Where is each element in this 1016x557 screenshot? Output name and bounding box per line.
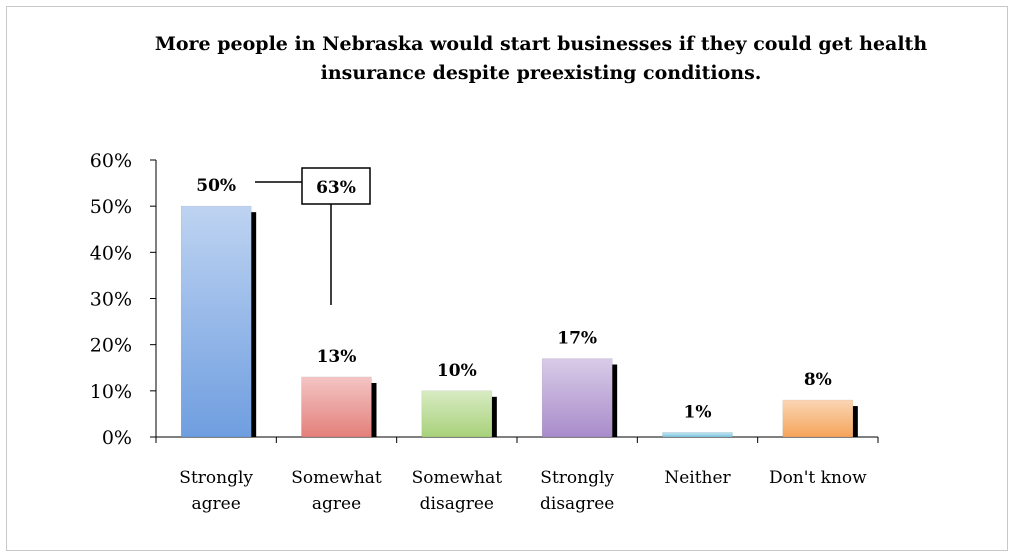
bar-shadow <box>251 212 257 437</box>
x-tick-label: disagree <box>420 494 494 514</box>
axes <box>150 159 879 443</box>
chart-title-line-1: More people in Nebraska would start busi… <box>155 33 928 55</box>
y-tick-label: 40% <box>90 242 132 264</box>
bar-highlight <box>301 376 372 437</box>
data-labels: 50% 13% 10% 17% 1% 8% <box>196 176 832 422</box>
x-tick-label: agree <box>192 494 241 514</box>
y-tick-label: 20% <box>90 335 132 357</box>
callout-label: 63% <box>316 178 356 198</box>
bars <box>180 205 858 438</box>
data-label: 1% <box>684 402 712 422</box>
chart-title-line-2: insurance despite preexisting conditions… <box>321 62 762 84</box>
data-label: 8% <box>804 370 832 390</box>
chart-frame <box>6 6 1008 551</box>
x-tick-label: Somewhat <box>291 468 382 488</box>
bar-highlight <box>181 206 252 437</box>
x-tick-label: Somewhat <box>412 468 503 488</box>
x-tick-label: Neither <box>664 468 731 488</box>
bar-highlight <box>782 400 853 437</box>
bar-shadow <box>371 382 377 437</box>
x-tick-labels: Strongly agree Somewhat agree Somewhat disagr… <box>179 468 867 514</box>
bar-highlight <box>421 390 492 437</box>
y-tick-label: 30% <box>90 289 132 311</box>
y-tick-labels: 0% 10% 20% 30% 40% 50% 60% <box>90 150 132 449</box>
data-label: 10% <box>437 361 477 381</box>
bar-shadow <box>491 396 497 437</box>
callout-box <box>301 167 371 205</box>
bar-highlight <box>662 432 733 437</box>
bar-shadow <box>612 364 618 437</box>
y-tick-label: 50% <box>90 196 132 218</box>
callout: 63% <box>255 167 371 305</box>
x-tick-label: Don't know <box>769 468 867 488</box>
x-tick-label: agree <box>312 494 361 514</box>
data-label: 50% <box>196 176 236 196</box>
y-tick-label: 60% <box>90 150 132 172</box>
x-tick-label: Strongly <box>540 468 614 488</box>
y-tick-label: 0% <box>102 427 132 449</box>
x-tick-label: disagree <box>540 494 614 514</box>
bar-shadow <box>852 406 858 437</box>
y-tick-label: 10% <box>90 381 132 403</box>
data-label: 13% <box>317 347 357 367</box>
x-tick-label: Strongly <box>179 468 253 488</box>
bar-highlight <box>542 358 613 437</box>
data-label: 17% <box>557 329 597 349</box>
